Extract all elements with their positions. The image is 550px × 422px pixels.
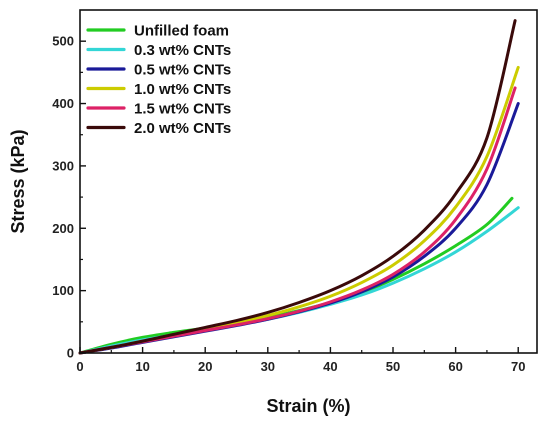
y-tick-label: 100 [52,283,74,298]
x-tick-label: 60 [448,359,462,374]
legend: Unfilled foam 0.3 wt% CNTs 0.5 wt% CNTs 1.0… [86,23,231,137]
legend-label-2: 0.5 wt% CNTs [134,62,231,79]
series-line-0 [78,196,514,355]
x-tick-label: 50 [386,359,400,374]
x-tick-label: 30 [261,359,275,374]
axis-ticks: 0 10 20 30 40 50 60 70 0 100 200 300 400 500 [52,34,525,374]
legend-label-5: 2.0 wt% CNTs [134,120,231,137]
series-line-2 [78,102,520,355]
x-axis-title: Strain (%) [266,396,350,416]
y-tick-label: 500 [52,34,74,49]
x-tick-label: 0 [76,359,83,374]
y-tick-label: 200 [52,221,74,236]
x-tick-label: 70 [511,359,525,374]
y-axis-title: Stress (kPa) [8,129,28,233]
series-line-5 [78,19,517,355]
legend-label-0: Unfilled foam [134,23,229,40]
x-tick-label: 40 [323,359,337,374]
y-tick-label: 400 [52,96,74,111]
y-tick-label: 300 [52,158,74,173]
legend-label-4: 1.5 wt% CNTs [134,101,231,118]
legend-label-1: 0.3 wt% CNTs [134,42,231,59]
series-line-1 [78,206,520,355]
x-tick-label: 10 [135,359,149,374]
plot-frame [79,9,538,354]
x-tick-label: 20 [198,359,212,374]
legend-label-3: 1.0 wt% CNTs [134,81,231,98]
series-lines [78,19,520,355]
y-tick-label: 0 [67,346,74,361]
